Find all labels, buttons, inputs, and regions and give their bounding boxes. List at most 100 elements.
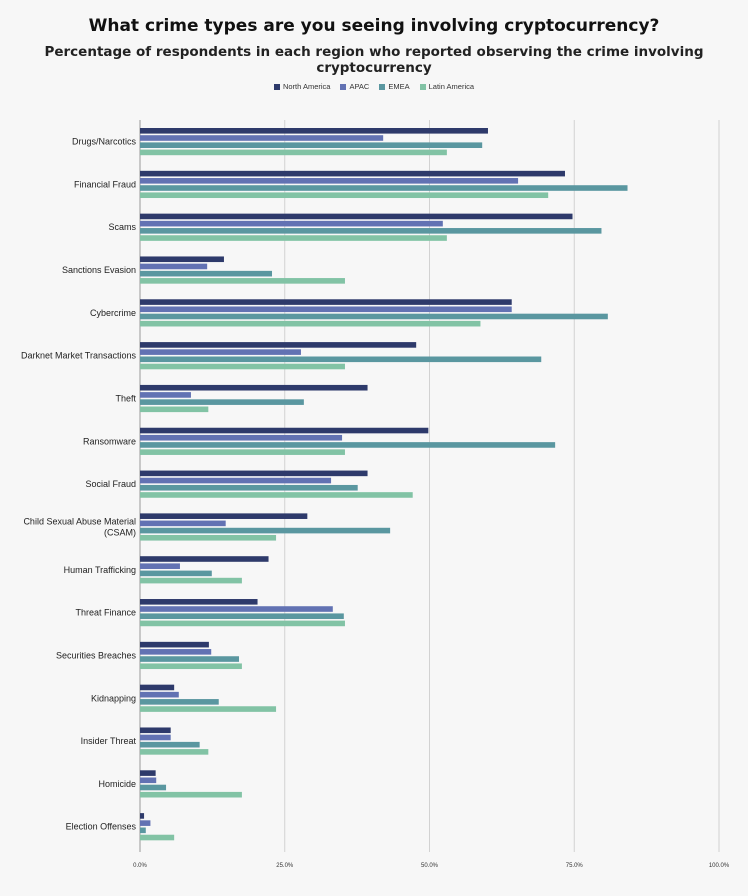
bar <box>140 563 180 569</box>
bar <box>140 777 157 784</box>
bar <box>140 449 345 455</box>
bar <box>140 342 417 348</box>
category-label: Theft <box>115 394 136 404</box>
bar <box>140 784 167 791</box>
bar <box>140 306 512 313</box>
x-tick-label: 50.0% <box>421 863 439 869</box>
category-label-line: (CSAM) <box>104 527 136 537</box>
category-label-line: Sanctions Evasion <box>62 265 136 275</box>
bar <box>140 349 301 355</box>
bar <box>140 691 179 698</box>
category-label-line: Threat Finance <box>75 608 136 618</box>
category-label: Threat Finance <box>75 608 136 618</box>
bar <box>140 170 565 177</box>
legend-label: North America <box>282 82 331 91</box>
x-tick-label: 100.0% <box>709 863 730 869</box>
chart-title: What crime types are you seeing involvin… <box>88 16 660 36</box>
bar <box>140 363 345 370</box>
category-label-line: Election Offenses <box>66 822 137 832</box>
category-label-line: Child Sexual Abuse Material <box>23 516 136 526</box>
bar <box>140 684 175 691</box>
bar <box>140 663 242 670</box>
bar <box>140 263 208 270</box>
bar <box>140 392 191 398</box>
bar <box>140 741 200 748</box>
category-label-line: Homicide <box>98 779 136 789</box>
bar <box>140 577 242 584</box>
category-label: Human Trafficking <box>64 565 136 575</box>
bar <box>140 477 332 484</box>
bar <box>140 484 358 491</box>
bar <box>140 813 145 819</box>
bar <box>140 384 368 391</box>
bar <box>140 142 483 148</box>
bar <box>140 520 226 527</box>
bar <box>140 406 209 413</box>
x-tick-label: 0.0% <box>133 863 147 869</box>
category-label-line: Scams <box>108 222 136 232</box>
bar <box>140 128 488 134</box>
bar <box>140 299 512 305</box>
legend-swatch <box>379 83 386 90</box>
category-label-line: Kidnapping <box>91 693 136 703</box>
bar <box>140 178 519 184</box>
bar <box>140 656 240 662</box>
bar <box>140 220 443 227</box>
bar <box>140 513 308 519</box>
legend-item: Latin America <box>419 82 474 91</box>
bar <box>140 434 343 441</box>
bar <box>140 235 447 241</box>
chart-legend: North America APAC EMEA Latin America <box>0 82 748 91</box>
bar <box>140 727 171 734</box>
legend-swatch <box>273 83 280 90</box>
bar <box>140 791 242 798</box>
bar <box>140 427 429 434</box>
category-label-line: Theft <box>115 394 136 404</box>
bar <box>140 534 277 541</box>
bar <box>140 320 481 327</box>
bar <box>140 770 156 776</box>
bar <box>140 827 146 834</box>
category-label-line: Darknet Market Transactions <box>21 351 137 361</box>
bar <box>140 599 258 605</box>
category-label: Darknet Market Transactions <box>21 351 137 361</box>
legend-item: EMEA <box>379 82 410 91</box>
category-label: Securities Breaches <box>56 650 137 660</box>
bar <box>140 470 368 477</box>
category-label-line: Cybercrime <box>90 308 136 318</box>
category-label: Scams <box>108 222 136 232</box>
bar <box>140 706 277 712</box>
bar <box>140 527 391 534</box>
legend-label: APAC <box>349 82 370 91</box>
category-label: Ransomware <box>83 436 136 446</box>
bar <box>140 641 209 648</box>
legend-item: North America <box>273 82 331 91</box>
category-label-line: Financial Fraud <box>74 179 136 189</box>
category-label-line: Ransomware <box>83 436 136 446</box>
bar <box>140 356 542 363</box>
category-label: Kidnapping <box>91 693 136 703</box>
bar <box>140 620 345 627</box>
category-label: Homicide <box>98 779 136 789</box>
category-label: Sanctions Evasion <box>62 265 136 275</box>
bar <box>140 606 333 612</box>
bar <box>140 749 209 755</box>
bar <box>140 442 556 448</box>
bar <box>140 192 549 199</box>
category-label-line: Human Trafficking <box>64 565 136 575</box>
bar <box>140 135 384 141</box>
bar <box>140 834 175 841</box>
category-label: Drugs/Narcotics <box>72 137 137 147</box>
category-label-line: Social Fraud <box>85 479 136 489</box>
bar <box>140 734 171 741</box>
x-tick-label: 75.0% <box>566 863 584 869</box>
bar <box>140 492 413 498</box>
category-label-line: Drugs/Narcotics <box>72 137 137 147</box>
bar <box>140 228 602 234</box>
x-tick-label: 25.0% <box>276 863 294 869</box>
category-label: Social Fraud <box>85 479 136 489</box>
legend-swatch <box>340 83 347 90</box>
category-label: Election Offenses <box>66 822 137 832</box>
bar <box>140 699 219 705</box>
